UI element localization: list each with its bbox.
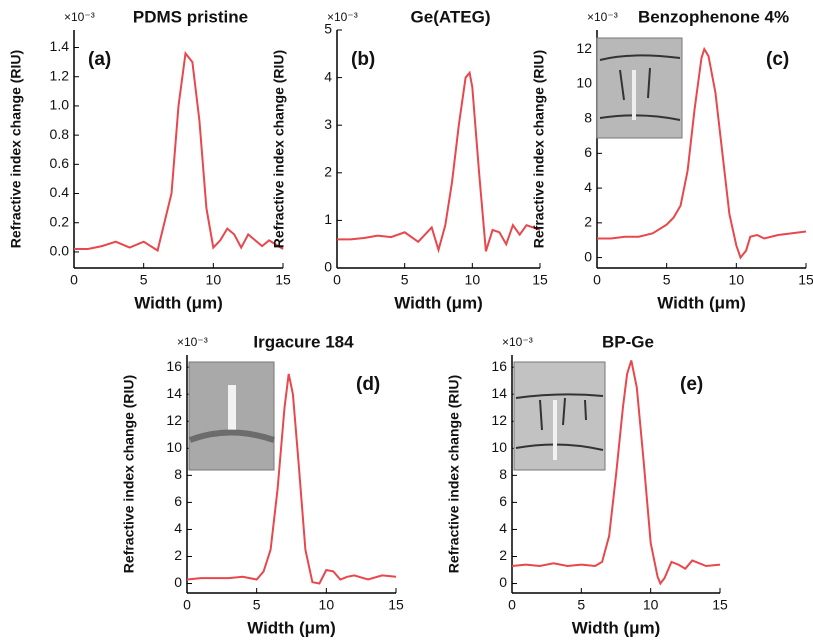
- chart-title: PDMS pristine: [133, 7, 248, 26]
- y-tick-label: 2: [174, 547, 182, 563]
- chart-title: Ge(ATEG): [411, 7, 491, 26]
- x-tick-label: 10: [643, 597, 659, 613]
- y-tick-label: 0.4: [50, 184, 70, 200]
- y-tick-label: 6: [499, 493, 507, 509]
- x-tick-label: 5: [253, 597, 261, 613]
- data-line: [74, 50, 284, 253]
- x-tick-label: 15: [388, 597, 404, 613]
- y-tick-label: 5: [324, 21, 332, 37]
- y-tick-label: 1: [324, 211, 332, 227]
- x-tick-label: 10: [206, 272, 222, 288]
- panel-label: (a): [88, 49, 111, 70]
- y-tick-label: 10: [166, 439, 182, 455]
- y-tick-label: 0: [174, 574, 182, 590]
- y-tick-label: 12: [576, 40, 592, 56]
- chart-title: Benzophenone 4%: [638, 7, 789, 26]
- y-tick-label: 0: [499, 574, 507, 590]
- data-line: [186, 373, 397, 585]
- y-tick-label: 8: [174, 466, 182, 482]
- x-tick-label: 5: [577, 597, 585, 613]
- inset-image: [513, 361, 606, 471]
- y-tick-label: 8: [584, 109, 592, 125]
- data-line: [511, 360, 721, 586]
- y-tick-label: 4: [584, 179, 592, 195]
- y-tick-label: 16: [491, 358, 507, 374]
- y-axis-label: Refractive index change (RIU): [8, 50, 24, 248]
- y-tick-label: 6: [584, 144, 592, 160]
- insets: [188, 37, 683, 471]
- y-tick-label: 3: [324, 116, 332, 132]
- inset-image: [596, 37, 683, 139]
- y-tick-label: 1.2: [50, 67, 70, 83]
- x-axis-label: Width (μm): [134, 293, 223, 312]
- y-tick-label: 10: [491, 439, 507, 455]
- y-tick-label: 0.6: [50, 155, 70, 171]
- y-tick-label: 6: [174, 493, 182, 509]
- y-multiplier: ×10⁻³: [177, 335, 208, 349]
- x-tick-label: 0: [70, 272, 78, 288]
- y-tick-label: 0.8: [50, 126, 70, 142]
- y-tick-label: 8: [499, 466, 507, 482]
- x-axis-label: Width (μm): [394, 293, 483, 312]
- y-multiplier: ×10⁻³: [64, 10, 95, 24]
- x-tick-label: 5: [663, 272, 671, 288]
- y-axis-label: Refractive index change (RIU): [531, 50, 547, 248]
- y-tick-label: 2: [584, 214, 592, 230]
- x-tick-label: 15: [275, 272, 291, 288]
- x-tick-label: 0: [183, 597, 191, 613]
- y-axis-label: Refractive index change (RIU): [271, 50, 287, 248]
- y-tick-label: 16: [166, 358, 182, 374]
- x-tick-label: 10: [319, 597, 335, 613]
- x-axis-label: Width (μm): [657, 293, 746, 312]
- x-axis-label: Width (μm): [247, 618, 336, 637]
- x-tick-label: 0: [508, 597, 516, 613]
- x-tick-label: 10: [729, 272, 745, 288]
- y-axis-label: Refractive index change (RIU): [446, 375, 462, 573]
- y-tick-label: 4: [499, 520, 507, 536]
- y-tick-label: 2: [499, 547, 507, 563]
- x-tick-label: 0: [593, 272, 601, 288]
- y-tick-label: 10: [576, 75, 592, 91]
- y-tick-label: 14: [166, 385, 182, 401]
- y-multiplier: ×10⁻³: [502, 335, 533, 349]
- y-tick-label: 1.4: [50, 38, 70, 54]
- y-multiplier: ×10⁻³: [587, 10, 618, 24]
- y-tick-label: 0: [584, 248, 592, 264]
- y-tick-label: 0.2: [50, 213, 70, 229]
- panel-label: (b): [351, 49, 375, 70]
- data-line: [337, 70, 541, 254]
- inset-image: [188, 361, 275, 471]
- y-tick-label: 1.0: [50, 97, 70, 113]
- panel-label: (d): [356, 374, 380, 395]
- y-tick-label: 12: [166, 412, 182, 428]
- x-tick-label: 15: [532, 272, 548, 288]
- x-tick-label: 5: [140, 272, 148, 288]
- chart-title: Irgacure 184: [253, 332, 354, 351]
- y-tick-label: 14: [491, 385, 507, 401]
- y-tick-label: 4: [324, 68, 332, 84]
- panel-label: (e): [680, 374, 703, 395]
- chart-title: BP-Ge: [602, 332, 654, 351]
- y-multiplier: ×10⁻³: [327, 10, 358, 24]
- x-tick-label: 15: [798, 272, 813, 288]
- y-tick-label: 0: [324, 259, 332, 275]
- y-tick-label: 4: [174, 520, 182, 536]
- y-tick-label: 12: [491, 412, 507, 428]
- panel-label: (c): [766, 49, 789, 70]
- x-tick-label: 10: [465, 272, 481, 288]
- y-axis-label: Refractive index change (RIU): [121, 375, 137, 573]
- x-tick-label: 5: [401, 272, 409, 288]
- x-tick-label: 0: [333, 272, 341, 288]
- data-line: [597, 46, 807, 260]
- y-tick-label: 0.0: [50, 243, 70, 259]
- x-tick-label: 15: [712, 597, 728, 613]
- x-axis-label: Width (μm): [572, 618, 661, 637]
- y-tick-label: 2: [324, 164, 332, 180]
